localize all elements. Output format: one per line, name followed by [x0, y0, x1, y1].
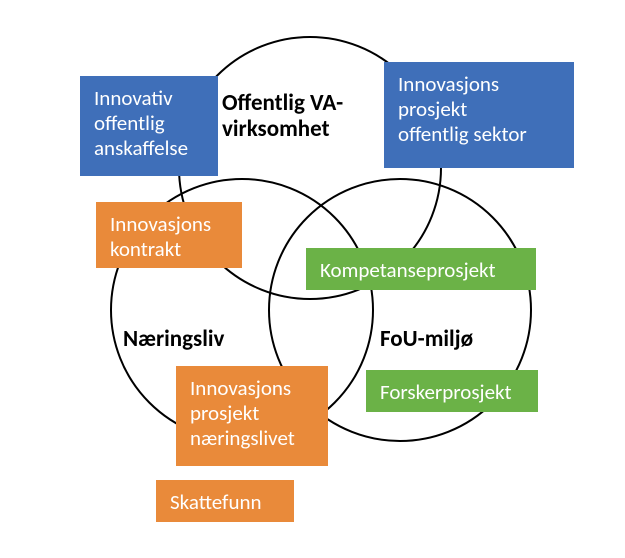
box-innovasjonskontrakt: Innovasjons kontrakt — [96, 202, 242, 268]
venn-diagram: Offentlig VA- virksomhet Næringsliv FoU-mi… — [0, 0, 625, 558]
box-kompetanseprosjekt: Kompetanseprosjekt — [306, 248, 536, 290]
right-label: FoU-miljø — [380, 326, 473, 352]
left-label: Næringsliv — [123, 326, 224, 352]
box-innovasjonsprosjekt-offentlig: Innovasjons prosjekt offentlig sektor — [384, 62, 574, 168]
box-skattefunn: Skattefunn — [156, 480, 294, 522]
top-label: Offentlig VA- virksomhet — [222, 90, 343, 143]
box-innovativ-offentlig-anskaffelse: Innovativ offentlig anskaffelse — [80, 76, 218, 176]
box-forskerprosjekt: Forskerprosjekt — [366, 370, 538, 412]
box-innovasjonsprosjekt-naeringslivet: Innovasjons prosjekt næringslivet — [176, 366, 328, 466]
